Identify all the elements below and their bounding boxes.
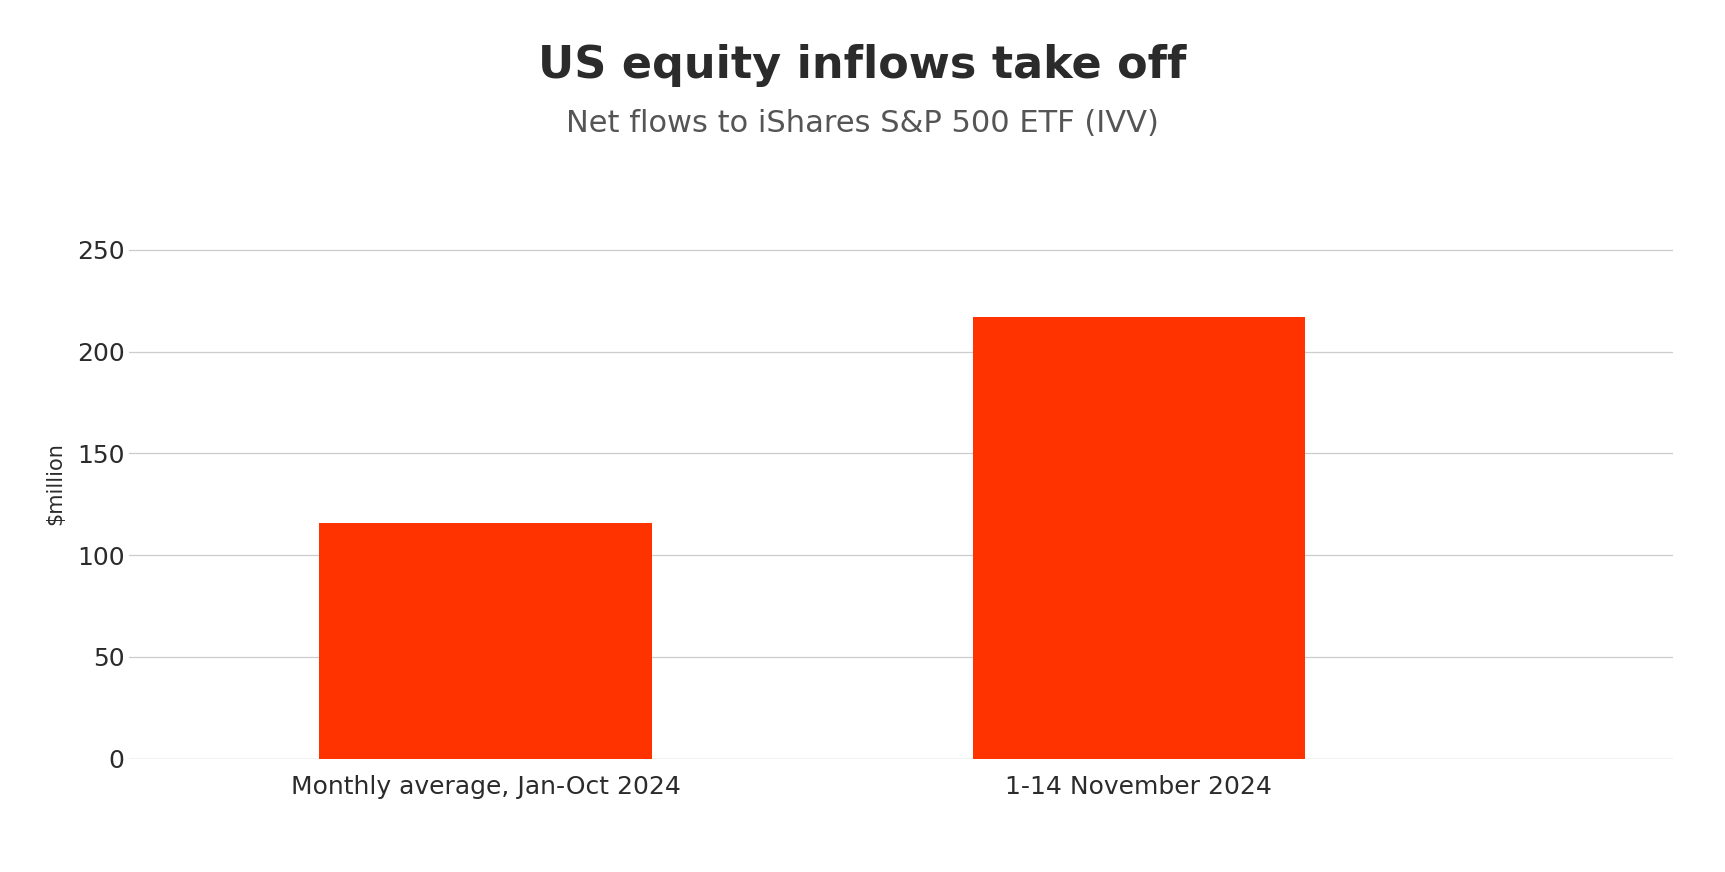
Y-axis label: $million: $million — [45, 442, 66, 526]
Bar — [319, 522, 652, 759]
Text: Net flows to iShares S&P 500 ETF (IVV): Net flows to iShares S&P 500 ETF (IVV) — [566, 109, 1159, 138]
Text: US equity inflows take off: US equity inflows take off — [538, 44, 1187, 86]
Bar — [973, 317, 1306, 759]
